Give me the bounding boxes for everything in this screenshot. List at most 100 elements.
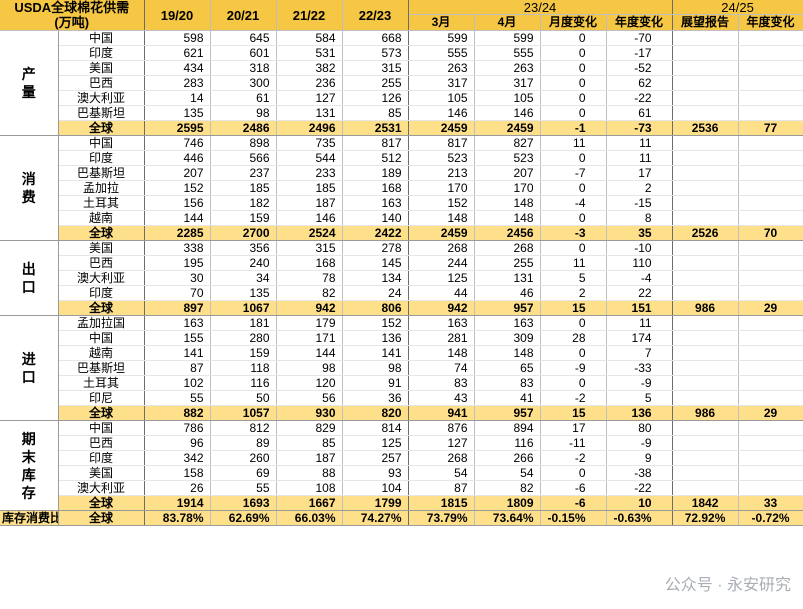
value-cell: 93 xyxy=(342,465,409,481)
table-row: 出口美国 338 356 315 278 268 268 0 -10 xyxy=(0,240,803,316)
empty-cell xyxy=(672,30,739,46)
total-value-cell: 957 xyxy=(474,405,541,421)
table-row: 巴基斯坦 207 237 233 189 213 207 -7 17 xyxy=(0,165,803,181)
value-cell: 0 xyxy=(540,345,607,361)
value-cell: 134 xyxy=(342,270,409,286)
value-cell: 105 xyxy=(408,90,475,106)
value-cell: 170 xyxy=(408,180,475,196)
country-cell: 土耳其 xyxy=(58,195,145,211)
section-label: 进口 xyxy=(0,315,59,421)
total-value-cell: 151 xyxy=(606,300,673,316)
value-cell: 5 xyxy=(540,270,607,286)
empty-cell xyxy=(738,150,803,166)
value-cell: 50 xyxy=(210,390,277,406)
value-cell: 236 xyxy=(276,75,343,91)
empty-cell xyxy=(672,315,739,331)
total-value-cell: 2526 xyxy=(672,225,739,241)
value-cell: 26 xyxy=(144,480,211,496)
country-cell: 澳大利亚 xyxy=(58,90,145,106)
value-cell: 141 xyxy=(144,345,211,361)
value-cell: 148 xyxy=(474,210,541,226)
country-cell: 印度 xyxy=(58,285,145,301)
ratio-value-cell: -0.72% xyxy=(738,510,803,526)
value-cell: -70 xyxy=(606,30,673,46)
value-cell: 131 xyxy=(276,105,343,121)
value-cell: 11 xyxy=(606,315,673,331)
total-value-cell: 29 xyxy=(738,300,803,316)
country-cell: 越南 xyxy=(58,210,145,226)
table-row: 澳大利亚 26 55 108 104 87 82 -6 -22 xyxy=(0,480,803,496)
value-cell: 876 xyxy=(408,420,475,436)
value-cell: 70 xyxy=(144,285,211,301)
value-cell: 179 xyxy=(276,315,343,331)
total-value-cell: 1842 xyxy=(672,495,739,511)
empty-cell xyxy=(672,330,739,346)
value-cell: 118 xyxy=(210,360,277,376)
value-cell: 152 xyxy=(144,180,211,196)
value-cell: 598 xyxy=(144,30,211,46)
sub-header-outlook: 展望报告 xyxy=(672,14,739,31)
value-cell: 0 xyxy=(540,240,607,256)
value-cell: 2 xyxy=(606,180,673,196)
value-cell: 28 xyxy=(540,330,607,346)
value-cell: 263 xyxy=(474,60,541,76)
value-cell: 46 xyxy=(474,285,541,301)
value-cell: 170 xyxy=(474,180,541,196)
empty-cell xyxy=(738,270,803,286)
country-cell: 印尼 xyxy=(58,390,145,406)
value-cell: 148 xyxy=(408,345,475,361)
table-title-cell: USDA全球棉花供需 (万吨) xyxy=(0,0,145,31)
table-row: 巴西 195 240 168 145 244 255 11 110 xyxy=(0,255,803,271)
table-row: 巴西 283 300 236 255 317 317 0 62 xyxy=(0,75,803,91)
empty-cell xyxy=(738,45,803,61)
total-value-cell: 2422 xyxy=(342,225,409,241)
value-cell: 255 xyxy=(474,255,541,271)
value-cell: 11 xyxy=(606,150,673,166)
value-cell: 281 xyxy=(408,330,475,346)
value-cell: 135 xyxy=(144,105,211,121)
value-cell: 155 xyxy=(144,330,211,346)
value-cell: 87 xyxy=(144,360,211,376)
header-row-1: USDA全球棉花供需 (万吨) 19/20 20/21 21/22 22/23 … xyxy=(0,0,803,31)
total-value-cell: 2531 xyxy=(342,120,409,136)
value-cell: 544 xyxy=(276,150,343,166)
total-value-cell: 2486 xyxy=(210,120,277,136)
empty-cell xyxy=(738,60,803,76)
value-cell: 531 xyxy=(276,45,343,61)
value-cell: 584 xyxy=(276,30,343,46)
total-value-cell: -73 xyxy=(606,120,673,136)
empty-cell xyxy=(672,90,739,106)
stock-use-ratio-row: 库存消费比 全球 83.78% 62.69% 66.03% 74.27% 73.79% 73.… xyxy=(0,510,803,526)
value-cell: 69 xyxy=(210,465,277,481)
value-cell: -22 xyxy=(606,90,673,106)
total-value-cell: 35 xyxy=(606,225,673,241)
section-label: 消费 xyxy=(0,135,59,241)
country-cell: 孟加拉 xyxy=(58,180,145,196)
value-cell: 446 xyxy=(144,150,211,166)
country-cell: 土耳其 xyxy=(58,375,145,391)
total-value-cell: 986 xyxy=(672,405,739,421)
total-value-cell: 10 xyxy=(606,495,673,511)
value-cell: 127 xyxy=(276,90,343,106)
value-cell: 573 xyxy=(342,45,409,61)
value-cell: 152 xyxy=(408,195,475,211)
value-cell: -17 xyxy=(606,45,673,61)
value-cell: 0 xyxy=(540,90,607,106)
value-cell: 382 xyxy=(276,60,343,76)
total-label: 全球 xyxy=(58,495,145,511)
table-row: 越南 144 159 146 140 148 148 0 8 xyxy=(0,210,803,226)
value-cell: 11 xyxy=(606,135,673,151)
value-cell: 814 xyxy=(342,420,409,436)
value-cell: 342 xyxy=(144,450,211,466)
value-cell: 181 xyxy=(210,315,277,331)
value-cell: 78 xyxy=(276,270,343,286)
table-row: 巴基斯坦 135 98 131 85 146 146 0 61 xyxy=(0,105,803,121)
value-cell: 189 xyxy=(342,165,409,181)
table-row: 期末库存中国 786 812 829 814 876 894 17 80 xyxy=(0,420,803,511)
total-value-cell: -3 xyxy=(540,225,607,241)
country-cell: 越南 xyxy=(58,345,145,361)
value-cell: 146 xyxy=(408,105,475,121)
empty-cell xyxy=(672,480,739,496)
total-label: 全球 xyxy=(58,300,145,316)
value-cell: 309 xyxy=(474,330,541,346)
